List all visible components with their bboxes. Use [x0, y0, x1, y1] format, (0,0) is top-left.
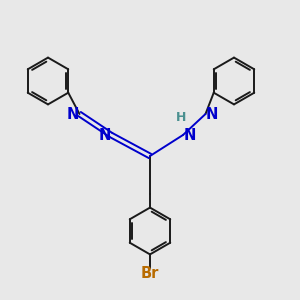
Text: N: N: [206, 107, 218, 122]
Text: N: N: [98, 128, 111, 143]
Text: N: N: [67, 107, 79, 122]
Text: Br: Br: [141, 266, 159, 280]
Text: H: H: [176, 111, 186, 124]
Text: N: N: [183, 128, 196, 143]
